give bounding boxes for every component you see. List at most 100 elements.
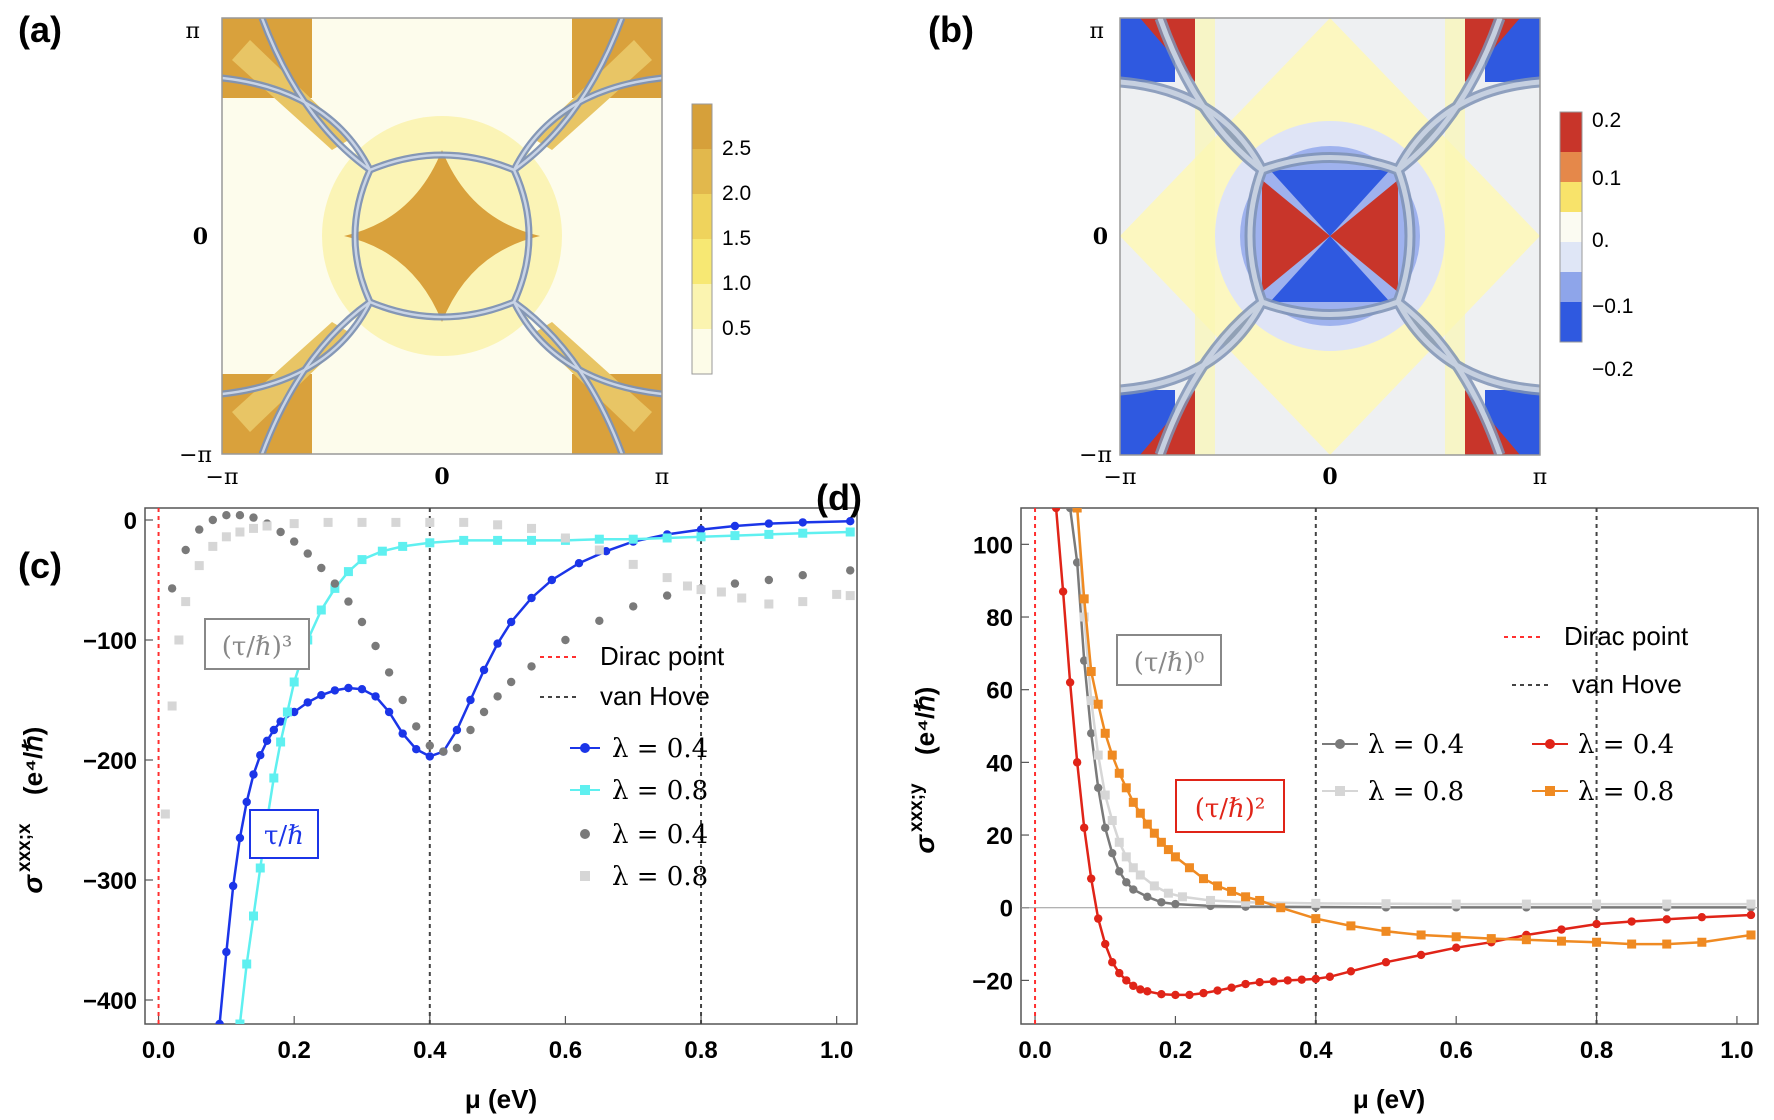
panel-d-ytick-label: 20 bbox=[986, 823, 1013, 850]
panel-d-ylabel: σ xxx;y (e⁴/ℏ) bbox=[906, 687, 940, 854]
panel-c-series-3-point bbox=[249, 513, 258, 522]
panel-d-legend-s4: λ = 0.8 bbox=[1578, 777, 1674, 807]
panel-d-series-4-point bbox=[1184, 863, 1194, 873]
panel-b-ytick-bottom: −π bbox=[1079, 443, 1112, 468]
panel-c-series-4-point bbox=[357, 517, 367, 527]
panel-d-xtick-label: 0.2 bbox=[1159, 1037, 1192, 1064]
panel-c-series-3-point bbox=[595, 616, 604, 625]
panel-a-letter: (a) bbox=[18, 9, 62, 50]
panel-d-series-4-point bbox=[1416, 930, 1426, 940]
panel-d-series-3-point bbox=[1241, 979, 1250, 989]
panel-c-series-3-point bbox=[303, 549, 312, 558]
panel-a-colorbar bbox=[691, 103, 713, 375]
panel-c-letter: (c) bbox=[18, 545, 62, 586]
panel-c-legend-dirac: Dirac point bbox=[600, 641, 725, 671]
panel-d-series-1 bbox=[1065, 508, 1756, 912]
panel-d-series-4-point bbox=[1521, 935, 1531, 945]
panel-d-series-1-point bbox=[1122, 878, 1131, 887]
panel-a-cbar-tick: 2.5 bbox=[722, 137, 751, 160]
panel-c-series-3 bbox=[167, 511, 855, 756]
panel-c-series-4-point bbox=[527, 523, 537, 533]
panel-c-series-1-point bbox=[262, 736, 272, 745]
panel-c-xlabel: μ (eV) bbox=[465, 1084, 537, 1114]
panel-d-legend-s1: λ = 0.4 bbox=[1368, 730, 1464, 760]
panel-d-series-4-point bbox=[1093, 699, 1103, 709]
panel-c-series-2-line bbox=[238, 530, 851, 1024]
panel-d-series-3-point bbox=[1072, 758, 1082, 767]
panel-c-series-3-point bbox=[730, 579, 740, 588]
panel-d-series-3-point bbox=[1297, 975, 1306, 984]
panel-d-series-3-point bbox=[1171, 990, 1180, 1000]
panel-c-series-2-point bbox=[398, 541, 408, 551]
panel-c-box-first-text: τ/ℏ bbox=[264, 821, 304, 851]
panel-c-series-1-point bbox=[330, 686, 340, 695]
panel-c-series-1-point bbox=[249, 770, 258, 779]
panel-c-series-3-point bbox=[195, 525, 204, 534]
panel-d-series-3-point bbox=[1346, 967, 1356, 976]
panel-c-series-4-point bbox=[174, 635, 184, 645]
panel-d-series-4-point bbox=[1128, 797, 1138, 807]
panel-c-ytick-label: −200 bbox=[83, 748, 137, 775]
panel-c-box-first: τ/ℏ bbox=[249, 809, 319, 859]
panel-b-cbar-tick: 0.1 bbox=[1592, 167, 1621, 190]
panel-d-series-3-point bbox=[1122, 976, 1131, 985]
panel-c-series-1-point bbox=[317, 691, 326, 700]
panel-d-series-1-point bbox=[1065, 508, 1075, 513]
panel-c-series-3-point bbox=[439, 747, 448, 756]
panel-d-ytick-label: 0 bbox=[1000, 896, 1013, 923]
panel-a-heatmap: (a) bbox=[18, 9, 751, 490]
panel-d-series-4-point bbox=[1135, 808, 1145, 818]
panel-d-series-2-point bbox=[1451, 899, 1461, 909]
panel-c-legend-s4: λ = 0.8 bbox=[612, 862, 708, 892]
panel-c-series-1-point bbox=[303, 698, 312, 707]
panel-c-series-1-point bbox=[425, 752, 434, 761]
panel-d-series-1-point bbox=[1157, 898, 1166, 907]
panel-c-series-4-point bbox=[262, 521, 272, 531]
panel-d-series-2-point bbox=[1177, 892, 1187, 902]
panel-c-series-4-point bbox=[459, 517, 469, 527]
panel-c-series-1-point bbox=[730, 521, 740, 531]
panel-d-series-4-point bbox=[1697, 937, 1707, 947]
panel-d-series-3-point bbox=[1143, 987, 1152, 996]
panel-c-series-1-point bbox=[289, 707, 299, 717]
panel-c-series-4-point bbox=[764, 599, 774, 609]
panel-d-series-4-point bbox=[1556, 936, 1566, 946]
panel-c-series-1-point bbox=[228, 881, 238, 891]
panel-d-series-3-point bbox=[1227, 983, 1236, 992]
panel-d-series-4-point bbox=[1163, 845, 1173, 855]
panel-d-series-3-point bbox=[1662, 915, 1671, 924]
panel-d-series-3 bbox=[1051, 508, 1756, 1000]
panel-d-series-3-point bbox=[1592, 919, 1601, 929]
panel-b-colorbar bbox=[1559, 111, 1583, 343]
panel-d-series-3-point bbox=[1269, 977, 1278, 986]
panel-c-frame bbox=[144, 507, 858, 1025]
panel-d-guide-lines bbox=[1021, 508, 1758, 1024]
panel-d-series-2-point bbox=[1163, 888, 1173, 898]
panel-d-series-3-point bbox=[1185, 990, 1194, 1000]
panel-d-series-4-point bbox=[1198, 874, 1208, 884]
panel-d-series-3-point bbox=[1108, 958, 1117, 967]
panel-d-series-1-point bbox=[1115, 867, 1124, 876]
panel-d-series bbox=[1051, 508, 1756, 1000]
panel-d-series-1-point bbox=[1086, 729, 1096, 738]
panel-d-xtick-label: 1.0 bbox=[1720, 1037, 1753, 1064]
panel-c-series-2-point bbox=[357, 555, 367, 565]
panel-c-series-1-point bbox=[527, 593, 536, 603]
panel-c-series-2-point bbox=[330, 583, 340, 593]
panel-d-series-4-line bbox=[1075, 508, 1752, 946]
panel-c-series-1-point bbox=[269, 725, 279, 735]
panel-d-series-4-point bbox=[1486, 934, 1496, 944]
panel-c-series-3-point bbox=[466, 725, 475, 735]
panel-c-series-1-point bbox=[276, 717, 285, 726]
panel-d-ytick-label: 100 bbox=[973, 532, 1013, 559]
panel-c-series-4-point bbox=[737, 593, 747, 603]
panel-c-series-3-point bbox=[357, 617, 367, 627]
panel-c-series-3-point bbox=[208, 515, 218, 525]
panel-b-xtick-mid: 0 bbox=[1322, 464, 1337, 490]
panel-d-series-2-point bbox=[1114, 837, 1124, 847]
panel-c-series-3-point bbox=[846, 566, 855, 575]
panel-c-series-3-point bbox=[167, 584, 177, 593]
panel-b-map bbox=[1120, 18, 1540, 455]
panel-d-series-3-point bbox=[1115, 968, 1124, 978]
panel-d-series-4-point bbox=[1346, 921, 1356, 931]
